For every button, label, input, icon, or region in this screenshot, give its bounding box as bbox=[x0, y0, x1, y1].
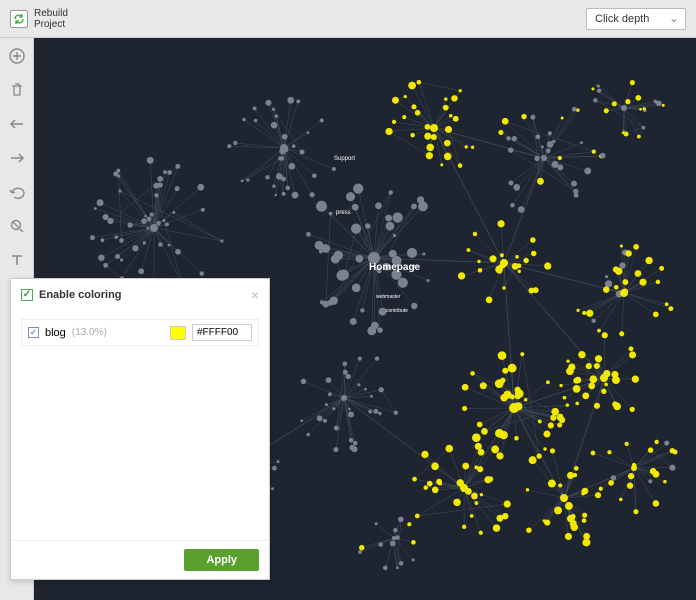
filter-percent: (13.0%) bbox=[72, 327, 107, 338]
add-tool-icon[interactable] bbox=[7, 46, 27, 66]
dropdown-selected: Click depth bbox=[595, 13, 649, 25]
undo-tool-icon[interactable] bbox=[7, 182, 27, 202]
color-hex-input[interactable] bbox=[192, 324, 252, 341]
panel-footer: Apply bbox=[11, 540, 269, 579]
apply-button[interactable]: Apply bbox=[184, 549, 259, 571]
rebuild-line2: Project bbox=[34, 19, 68, 30]
delete-tool-icon[interactable] bbox=[7, 80, 27, 100]
arrow-left-tool-icon[interactable] bbox=[7, 114, 27, 134]
mode-dropdown[interactable]: Click depth bbox=[586, 8, 686, 30]
rebuild-project-button[interactable]: Rebuild Project bbox=[10, 8, 68, 30]
color-swatch[interactable] bbox=[170, 326, 186, 340]
panel-body: ✓ blog (13.0%) bbox=[11, 311, 269, 540]
text-tool-icon[interactable] bbox=[7, 250, 27, 270]
rebuild-line1: Rebuild bbox=[34, 8, 68, 19]
coloring-panel: ✓ Enable coloring × ✓ blog (13.0%) Apply bbox=[10, 278, 270, 580]
close-icon[interactable]: × bbox=[251, 287, 259, 303]
color-filter-row: ✓ blog (13.0%) bbox=[21, 319, 259, 346]
arrow-right-tool-icon[interactable] bbox=[7, 148, 27, 168]
filter-name: blog bbox=[45, 327, 66, 339]
rebuild-icon bbox=[10, 10, 28, 28]
search-tool-icon[interactable] bbox=[7, 216, 27, 236]
filter-checkbox[interactable]: ✓ bbox=[28, 327, 39, 338]
panel-header: ✓ Enable coloring × bbox=[11, 279, 269, 311]
enable-coloring-label: Enable coloring bbox=[39, 289, 122, 301]
enable-coloring-checkbox[interactable]: ✓ bbox=[21, 289, 33, 301]
top-bar: Rebuild Project Click depth bbox=[0, 0, 696, 38]
